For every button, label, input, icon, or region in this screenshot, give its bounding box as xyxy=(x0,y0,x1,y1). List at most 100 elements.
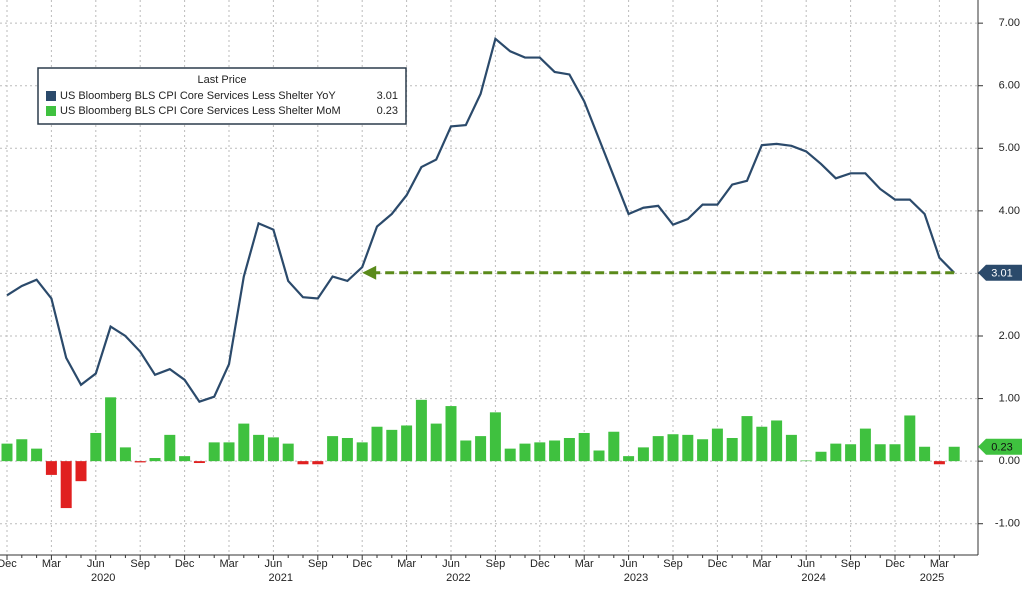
bar xyxy=(90,432,102,462)
y-tick-label: 7.00 xyxy=(999,17,1020,29)
x-tick-label: Mar xyxy=(397,558,416,570)
bar xyxy=(845,444,857,462)
bar xyxy=(208,442,220,462)
bar xyxy=(75,461,87,482)
bar xyxy=(401,425,413,462)
y-tick-label: 4.00 xyxy=(999,205,1020,217)
x-tick-label: Dec xyxy=(175,558,195,570)
bar xyxy=(859,428,871,462)
bar xyxy=(623,456,635,462)
x-tick-label: Sep xyxy=(486,558,506,570)
x-tick-label: Mar xyxy=(220,558,239,570)
bar xyxy=(637,447,649,462)
y-tick-label: 1.00 xyxy=(999,392,1020,404)
bar xyxy=(297,461,309,465)
bar xyxy=(800,460,812,462)
year-label: 2020 xyxy=(91,572,115,584)
x-tick-label: Mar xyxy=(42,558,61,570)
bar xyxy=(223,442,235,462)
bar xyxy=(756,426,768,462)
value-tag-label: 0.23 xyxy=(991,442,1012,454)
bar xyxy=(282,443,294,462)
bar xyxy=(119,447,131,462)
bar xyxy=(919,446,931,462)
bar xyxy=(475,436,487,462)
legend-value: 0.23 xyxy=(377,105,398,117)
bar xyxy=(697,439,709,462)
x-tick-label: Mar xyxy=(575,558,594,570)
bar xyxy=(267,437,279,462)
bar xyxy=(134,461,146,463)
legend-swatch xyxy=(46,106,56,116)
bar xyxy=(415,399,427,462)
y-tick-label: -1.00 xyxy=(995,518,1020,530)
value-tag-label: 3.01 xyxy=(991,268,1012,280)
bar xyxy=(534,442,546,462)
value-tag xyxy=(978,438,1022,455)
x-tick-label: Dec xyxy=(352,558,372,570)
bar xyxy=(238,423,250,462)
legend-box xyxy=(37,67,407,125)
bar xyxy=(430,423,442,462)
x-tick-label: Sep xyxy=(841,558,861,570)
x-tick-label: Sep xyxy=(130,558,150,570)
bar xyxy=(578,432,590,462)
bar xyxy=(327,436,339,462)
bar xyxy=(16,439,28,462)
bar xyxy=(1,443,13,462)
bar xyxy=(711,428,723,462)
x-tick-label: Jun xyxy=(87,558,105,570)
bar xyxy=(667,434,679,462)
x-tick-label: Jun xyxy=(797,558,815,570)
year-label: 2024 xyxy=(801,572,825,584)
x-tick-label: Dec xyxy=(530,558,550,570)
x-tick-label: Sep xyxy=(663,558,683,570)
bar xyxy=(45,461,57,475)
bar xyxy=(682,434,694,462)
year-label: 2025 xyxy=(920,572,944,584)
bar xyxy=(489,412,501,462)
bar xyxy=(504,448,516,462)
bar xyxy=(179,456,191,462)
legend-label: US Bloomberg BLS CPI Core Services Less … xyxy=(60,105,341,117)
year-label: 2023 xyxy=(624,572,648,584)
bar xyxy=(830,443,842,462)
bar xyxy=(904,415,916,462)
bar xyxy=(563,437,575,462)
bar xyxy=(445,406,457,462)
year-label: 2022 xyxy=(446,572,470,584)
bar xyxy=(149,458,161,462)
value-tag xyxy=(978,264,1022,281)
bar xyxy=(31,448,43,462)
bar xyxy=(608,431,620,462)
bar xyxy=(874,444,886,462)
bar xyxy=(356,442,368,462)
y-tick-label: 6.00 xyxy=(999,80,1020,92)
y-tick-label: 5.00 xyxy=(999,142,1020,154)
x-tick-label: Dec xyxy=(708,558,728,570)
bar xyxy=(386,429,398,462)
line xyxy=(6,36,955,404)
bar xyxy=(948,446,960,462)
bar xyxy=(519,443,531,462)
bar xyxy=(889,444,901,462)
bar xyxy=(815,451,827,462)
bar xyxy=(652,436,664,462)
bar xyxy=(593,450,605,462)
legend-swatch xyxy=(46,91,56,101)
legend-title: Last Price xyxy=(198,74,247,86)
x-tick-label: Jun xyxy=(265,558,283,570)
x-tick-label: Dec xyxy=(885,558,905,570)
x-tick-label: Jun xyxy=(620,558,638,570)
bar xyxy=(164,434,176,462)
bar xyxy=(741,416,753,462)
year-label: 2021 xyxy=(269,572,293,584)
x-tick-label: Mar xyxy=(930,558,949,570)
bar xyxy=(726,437,738,462)
y-tick-label: 2.00 xyxy=(999,330,1020,342)
bar xyxy=(785,434,797,462)
arrowhead xyxy=(362,265,377,280)
bar xyxy=(549,440,561,462)
bar xyxy=(312,461,324,465)
